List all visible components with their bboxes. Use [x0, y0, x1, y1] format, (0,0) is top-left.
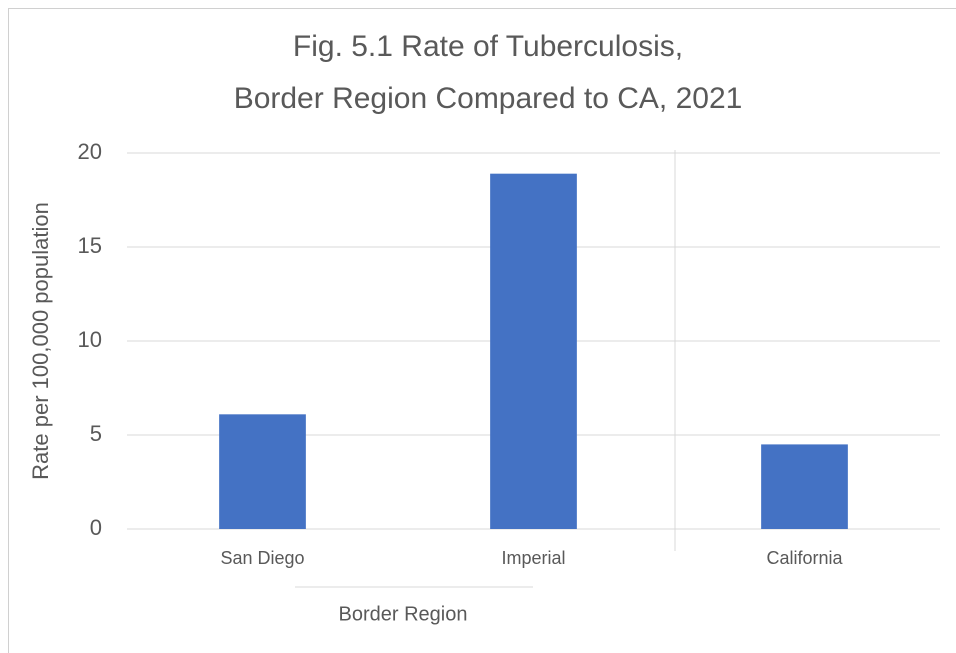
y-tick-label: 20: [78, 139, 102, 164]
chart-title: Border Region Compared to CA, 2021: [234, 82, 743, 115]
chart-border: [8, 8, 956, 653]
x-tick-label: San Diego: [220, 548, 304, 568]
x-group-label: Border Region: [339, 603, 468, 625]
x-tick-label: Imperial: [501, 548, 565, 568]
y-axis-label: Rate per 100,000 population: [28, 202, 53, 480]
y-tick-label: 15: [78, 233, 102, 258]
x-tick-label: California: [766, 548, 843, 568]
bar: [219, 414, 306, 529]
chart-title: Fig. 5.1 Rate of Tuberculosis,: [293, 30, 683, 63]
bar: [761, 444, 848, 529]
y-tick-label: 10: [78, 327, 102, 352]
y-tick-label: 0: [90, 515, 102, 540]
y-tick-label: 5: [90, 421, 102, 446]
bar: [490, 173, 577, 529]
